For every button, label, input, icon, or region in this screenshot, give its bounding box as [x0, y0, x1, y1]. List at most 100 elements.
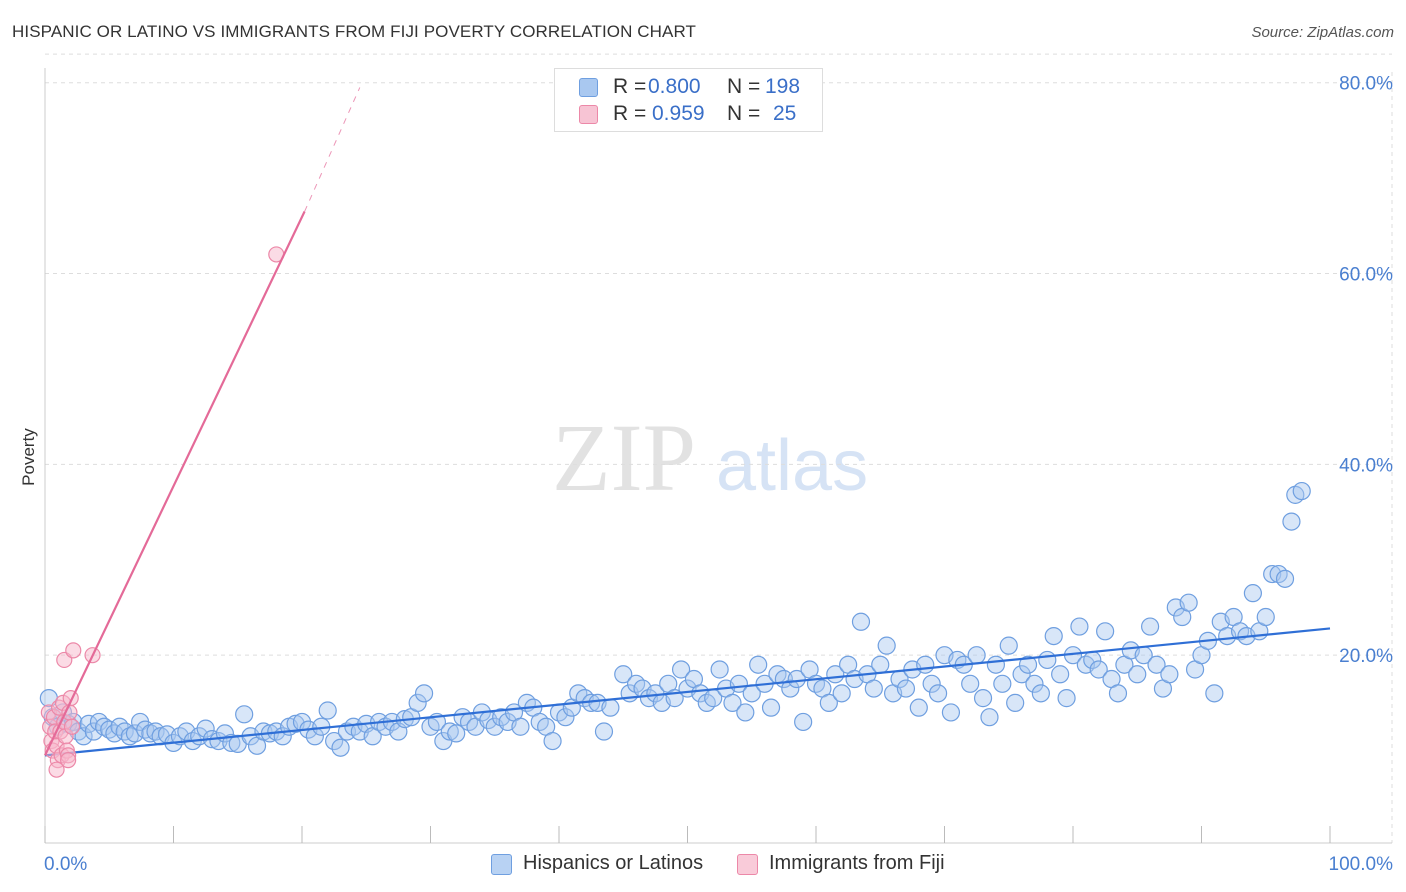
data-point-hispanic — [1140, 617, 1160, 636]
data-point-hispanic — [1147, 655, 1166, 674]
data-point-hispanic — [851, 612, 871, 631]
n-label: N = — [727, 102, 761, 125]
legend-swatch-blue — [491, 854, 512, 875]
stats-legend: R = 0.800 N = 198 R = 0.959 N = 25 — [554, 68, 823, 132]
y-tick-label: 20.0% — [1339, 646, 1393, 667]
data-point-hispanic — [1025, 674, 1044, 693]
data-point-fiji — [65, 642, 82, 659]
data-point-hispanic — [967, 646, 986, 665]
trendline-hispanic — [44, 627, 1331, 757]
tick-labels: 20.0% 40.0% 60.0% 80.0% 0.0% 100.0% — [44, 74, 1393, 875]
data-point-hispanic — [1096, 622, 1115, 641]
r-label: R = — [613, 75, 647, 98]
data-point-hispanic — [95, 717, 114, 736]
data-point-hispanic — [864, 679, 883, 698]
y-axis-label: Poverty — [19, 428, 38, 486]
watermark-atlas: atlas — [716, 426, 868, 506]
data-point-hispanic — [896, 679, 916, 698]
legend-label: Immigrants from Fiji — [769, 852, 945, 874]
n-label: N = — [727, 75, 761, 98]
data-point-hispanic — [1018, 655, 1038, 674]
r-value: 0.959 — [652, 102, 705, 125]
data-point-fiji — [48, 761, 65, 778]
data-point-hispanic — [254, 722, 273, 741]
data-point-hispanic — [832, 684, 851, 703]
data-point-hispanic — [1051, 665, 1070, 684]
data-point-hispanic — [941, 703, 961, 722]
data-point-hispanic — [1108, 684, 1128, 703]
data-point-hispanic — [84, 722, 103, 741]
data-point-hispanic — [794, 712, 813, 732]
data-point-hispanic — [986, 655, 1006, 674]
data-point-hispanic — [671, 660, 691, 679]
data-point-hispanic — [1282, 512, 1301, 531]
data-point-hispanic — [1160, 665, 1179, 684]
r-value: 0.800 — [648, 75, 701, 98]
data-point-hispanic — [601, 698, 620, 717]
data-point-hispanic — [871, 655, 890, 674]
data-point-hispanic — [543, 731, 562, 751]
chart-title: HISPANIC OR LATINO VS IMMIGRANTS FROM FI… — [12, 22, 697, 41]
y-tick-label: 60.0% — [1339, 265, 1393, 286]
data-point-hispanic — [819, 693, 838, 712]
data-point-hispanic — [1006, 693, 1025, 712]
data-point-hispanic — [1044, 626, 1063, 646]
data-point-hispanic — [594, 722, 614, 741]
data-point-hispanic — [736, 703, 755, 722]
data-point-fiji — [60, 752, 77, 769]
grid — [45, 53, 1393, 843]
data-point-hispanic — [556, 708, 575, 727]
x-tick-label: 100.0% — [1329, 854, 1394, 875]
data-point-hispanic — [1292, 481, 1311, 501]
n-value: 25 — [773, 102, 797, 125]
plot-area — [39, 87, 1331, 778]
r-label: R = — [613, 102, 647, 125]
data-point-hispanic — [120, 727, 139, 746]
data-point-hispanic — [916, 655, 935, 674]
data-point-hispanic — [749, 655, 768, 674]
trendline-fiji — [44, 211, 306, 756]
watermark-zip: ZIP — [552, 404, 696, 511]
data-point-hispanic — [614, 665, 633, 684]
data-point-hispanic — [980, 708, 999, 727]
data-point-hispanic — [1031, 684, 1050, 703]
x-tick-label: 0.0% — [44, 854, 87, 875]
data-point-hispanic — [1057, 689, 1076, 708]
data-point-hispanic — [1012, 665, 1031, 684]
data-point-hispanic — [1089, 660, 1108, 679]
data-point-hispanic — [1243, 584, 1263, 603]
data-point-hispanic — [1128, 665, 1147, 684]
data-point-hispanic — [928, 684, 948, 703]
data-point-hispanic — [331, 738, 350, 757]
data-point-hispanic — [408, 693, 427, 712]
data-point-hispanic — [761, 698, 781, 717]
data-point-hispanic — [196, 719, 215, 738]
y-tick-label: 80.0% — [1339, 74, 1393, 95]
legend-swatch-pink — [737, 854, 758, 875]
data-point-hispanic — [1205, 684, 1224, 703]
data-point-hispanic — [787, 669, 806, 689]
data-point-hispanic — [999, 636, 1018, 655]
data-point-hispanic — [414, 684, 434, 703]
data-point-hispanic — [125, 724, 145, 743]
data-point-hispanic — [1179, 593, 1198, 612]
legend-swatch-blue — [579, 78, 598, 97]
data-point-hispanic — [1038, 650, 1057, 670]
source-credit: Source: ZipAtlas.com — [1251, 24, 1394, 41]
data-point-fiji — [63, 718, 81, 735]
data-point-hispanic — [781, 679, 800, 698]
data-point-hispanic — [973, 689, 993, 708]
data-point-hispanic — [723, 693, 742, 712]
data-point-hispanic — [325, 731, 344, 751]
data-point-hispanic — [710, 660, 729, 679]
legend-swatch-pink — [579, 105, 598, 124]
y-tick-label: 40.0% — [1339, 455, 1393, 476]
data-point-hispanic — [993, 674, 1012, 693]
data-point-hispanic — [1275, 569, 1295, 588]
data-point-hispanic — [440, 722, 459, 741]
data-point-hispanic — [922, 674, 941, 693]
data-point-hispanic — [447, 724, 466, 743]
data-point-hispanic — [511, 717, 530, 736]
n-value: 198 — [765, 75, 801, 98]
